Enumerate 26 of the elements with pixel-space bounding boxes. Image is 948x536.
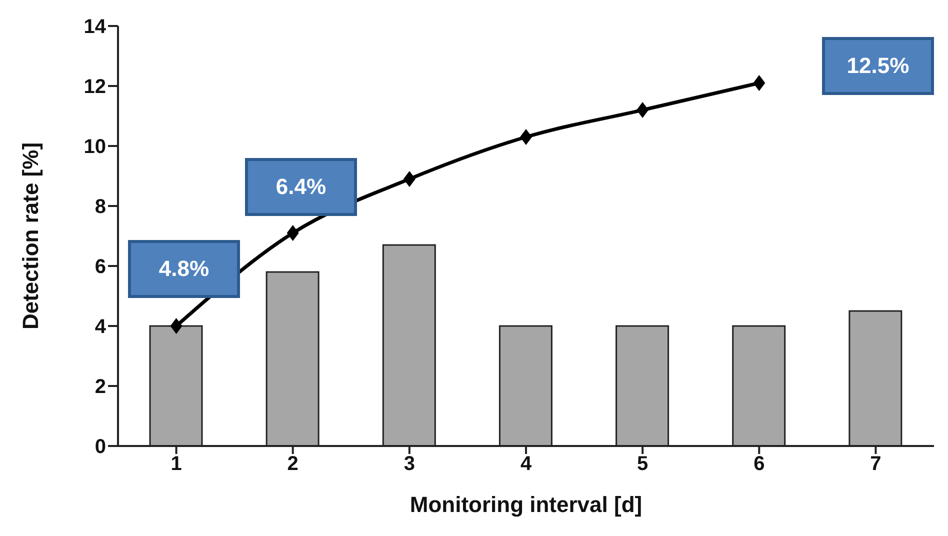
point <box>286 225 299 241</box>
y-tick-label: 2 <box>94 376 106 398</box>
x-tick-label: 1 <box>170 453 182 476</box>
y-tick-label: 10 <box>84 136 106 158</box>
point <box>520 129 532 145</box>
x-tick-label: 5 <box>637 453 648 476</box>
point <box>403 171 416 187</box>
annotation: 6.4% <box>245 158 357 216</box>
point <box>170 318 182 334</box>
y-tick-label: 8 <box>94 196 106 218</box>
x-tick-label: 2 <box>287 453 298 476</box>
point <box>753 75 766 91</box>
y-tick-label: 12 <box>84 76 106 98</box>
y-axis-title: Detection rate [%] <box>18 142 43 330</box>
y-tick-label: 6 <box>94 256 106 278</box>
y-tick-label: 0 <box>94 436 106 458</box>
annotation: 4.8% <box>128 240 240 298</box>
x-tick-label: 3 <box>404 453 415 476</box>
annotation: 12.5% <box>822 37 934 95</box>
y-tick-label: 4 <box>94 316 107 338</box>
x-axis-title: Monitoring interval [d] <box>410 492 642 517</box>
x-tick-label: 7 <box>870 453 882 476</box>
point <box>636 102 649 118</box>
x-tick-label: 6 <box>754 453 765 476</box>
x-tick-label: 4 <box>520 453 532 476</box>
y-tick-label: 14 <box>84 16 107 38</box>
